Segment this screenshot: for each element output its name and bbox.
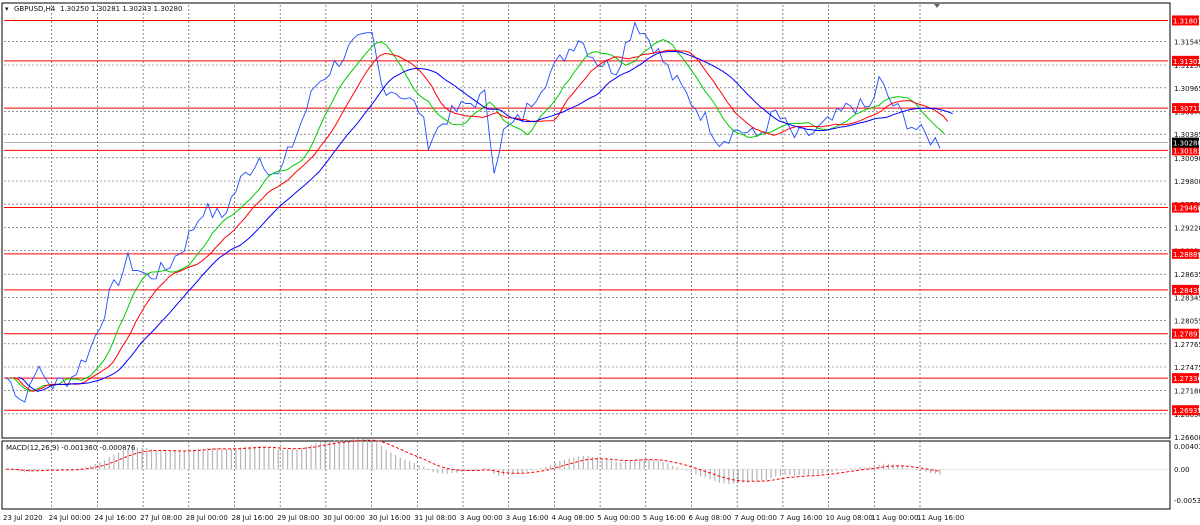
time-tick-label: 7 Aug 16:00 [780,514,823,522]
price-tick-label: 1.27765 [1174,341,1200,349]
macd-series [4,438,1168,485]
level-label: 1.28889 [1173,251,1200,259]
level-label: 1.27891 [1173,331,1200,339]
bid-label: 1.30280 [1173,140,1200,148]
level-label: 1.26935 [1173,407,1200,415]
symbol-label: GBPUSD,H4 [14,5,56,13]
time-tick-label: 27 Jul 08:00 [140,514,182,522]
time-tick-label: 28 Jul 16:00 [232,514,274,522]
time-tick-label: 11 Aug 16:00 [917,514,964,522]
level-label: 1.28439 [1173,287,1200,295]
time-tick-label: 10 Aug 08:00 [826,514,873,522]
macd-tick-label: -0.00531 [1174,497,1200,505]
time-tick-label: 3 Aug 16:00 [506,514,549,522]
macd-title: MACD(12,26,9) -0.001360 -0.000876 [6,444,136,452]
price-tick-label: 1.31250 [1174,62,1200,70]
price-tick-label: 1.30965 [1174,85,1200,93]
price-line [5,21,941,403]
time-tick-label: 11 Aug 00:00 [871,514,918,522]
level-label: 1.29468 [1173,205,1200,213]
time-tick-label: 28 Jul 00:00 [186,514,228,522]
time-tick-label: 24 Jul 16:00 [94,514,136,522]
level-label-bg [1172,284,1199,295]
price-tick-label: 1.31545 [1174,38,1200,46]
time-tick-label: 7 Aug 00:00 [734,514,777,522]
price-series [5,21,953,403]
time-tick-label: 24 Jul 00:00 [49,514,91,522]
horizontal-gridlines [4,41,1168,415]
time-tick-label: 30 Jul 16:00 [369,514,411,522]
ma-line-8 [10,38,946,392]
level-label-bg [1172,405,1199,416]
time-tick-label: 23 Jul 2020 [3,514,43,522]
level-label-bg [1172,248,1199,259]
time-tick-label: 5 Aug 16:00 [643,514,686,522]
main-chart-panel[interactable] [1,2,1171,439]
macd-axis: 0.00403 0.00 -0.00531 [1174,443,1200,505]
time-tick-label: 3 Aug 00:00 [460,514,503,522]
time-tick-label: 5 Aug 00:00 [597,514,640,522]
time-tick-label: 4 Aug 08:00 [551,514,594,522]
level-label: 1.31302 [1173,58,1200,66]
price-tick-label: 1.29800 [1174,178,1200,186]
level-labels: 1.31807 1.31302 1.30711 1.30183 1.29468 1.288… [1172,15,1200,416]
level-label-bg [1172,103,1199,114]
time-tick-label: 6 Aug 08:00 [689,514,732,522]
price-tick-label: 1.30385 [1174,131,1200,139]
macd-tick-label: 0.00403 [1174,443,1200,451]
macd-signal-line [6,439,941,482]
price-tick-label: 1.28345 [1174,294,1200,302]
level-label: 1.31807 [1173,17,1200,25]
time-axis: 23 Jul 2020 24 Jul 00:00 24 Jul 16:00 27 Ju… [3,514,964,522]
level-label-bg [1172,328,1199,339]
price-tick-label: 1.28635 [1174,271,1200,279]
ohlc-values: 1.30250 1.30281 1.30243 1.30280 [60,5,182,13]
shift-marker-icon[interactable] [934,4,940,8]
level-label-bg [1172,145,1199,156]
price-tick-label: 1.28055 [1174,318,1200,326]
symbol-header: ▾ GBPUSD,H4 1.30250 1.30281 1.30243 1.30… [5,5,182,13]
time-tick-label: 29 Jul 08:00 [277,514,319,522]
macd-panel[interactable] [1,440,1171,510]
level-label-bg [1172,55,1199,66]
time-tick-label: 30 Jul 00:00 [323,514,365,522]
time-tick-label: 31 Jul 08:00 [414,514,456,522]
macd-tick-label: 0.00 [1174,466,1190,474]
bid-label-bg [1172,137,1199,148]
price-tick-label: 1.30090 [1174,155,1200,163]
ma-line-13 [13,49,949,392]
symbol-icon: ▾ [5,5,9,13]
level-label-bg [1172,15,1199,26]
level-label-bg [1172,202,1199,213]
ma-line-21 [18,51,953,392]
level-label: 1.30183 [1173,147,1200,155]
price-tick-label: 1.27180 [1174,388,1200,396]
level-label: 1.30711 [1173,105,1200,113]
level-label-bg [1172,373,1199,384]
horizontal-levels [4,19,1168,411]
vertical-gridlines [51,5,921,508]
price-tick-label: 1.29220 [1174,224,1200,232]
level-label: 1.27336 [1173,375,1200,383]
price-tick-label: 1.27475 [1174,364,1200,372]
